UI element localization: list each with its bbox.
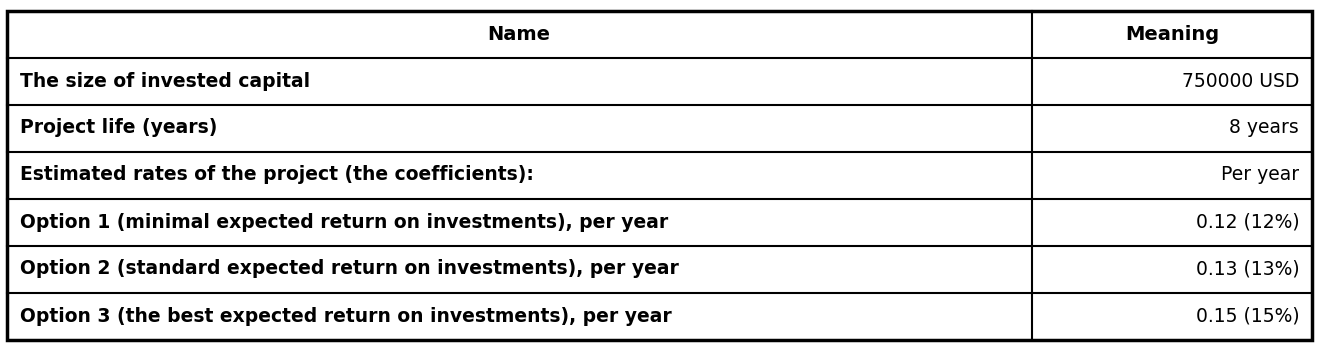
Text: Meaning: Meaning [1125, 25, 1219, 43]
Text: 750000 USD: 750000 USD [1182, 71, 1299, 91]
Text: Option 3 (the best expected return on investments), per year: Option 3 (the best expected return on in… [20, 307, 671, 326]
Text: The size of invested capital: The size of invested capital [20, 71, 310, 91]
Text: 8 years: 8 years [1229, 119, 1299, 138]
Text: Name: Name [488, 25, 550, 43]
Text: Per year: Per year [1221, 166, 1299, 184]
Text: Project life (years): Project life (years) [20, 119, 218, 138]
Text: 0.13 (13%): 0.13 (13%) [1195, 259, 1299, 279]
Text: 0.12 (12%): 0.12 (12%) [1195, 212, 1299, 231]
Text: Estimated rates of the project (the coefficients):: Estimated rates of the project (the coef… [20, 166, 534, 184]
Text: Option 2 (standard expected return on investments), per year: Option 2 (standard expected return on in… [20, 259, 679, 279]
Text: Option 1 (minimal expected return on investments), per year: Option 1 (minimal expected return on inv… [20, 212, 667, 231]
Text: 0.15 (15%): 0.15 (15%) [1195, 307, 1299, 326]
